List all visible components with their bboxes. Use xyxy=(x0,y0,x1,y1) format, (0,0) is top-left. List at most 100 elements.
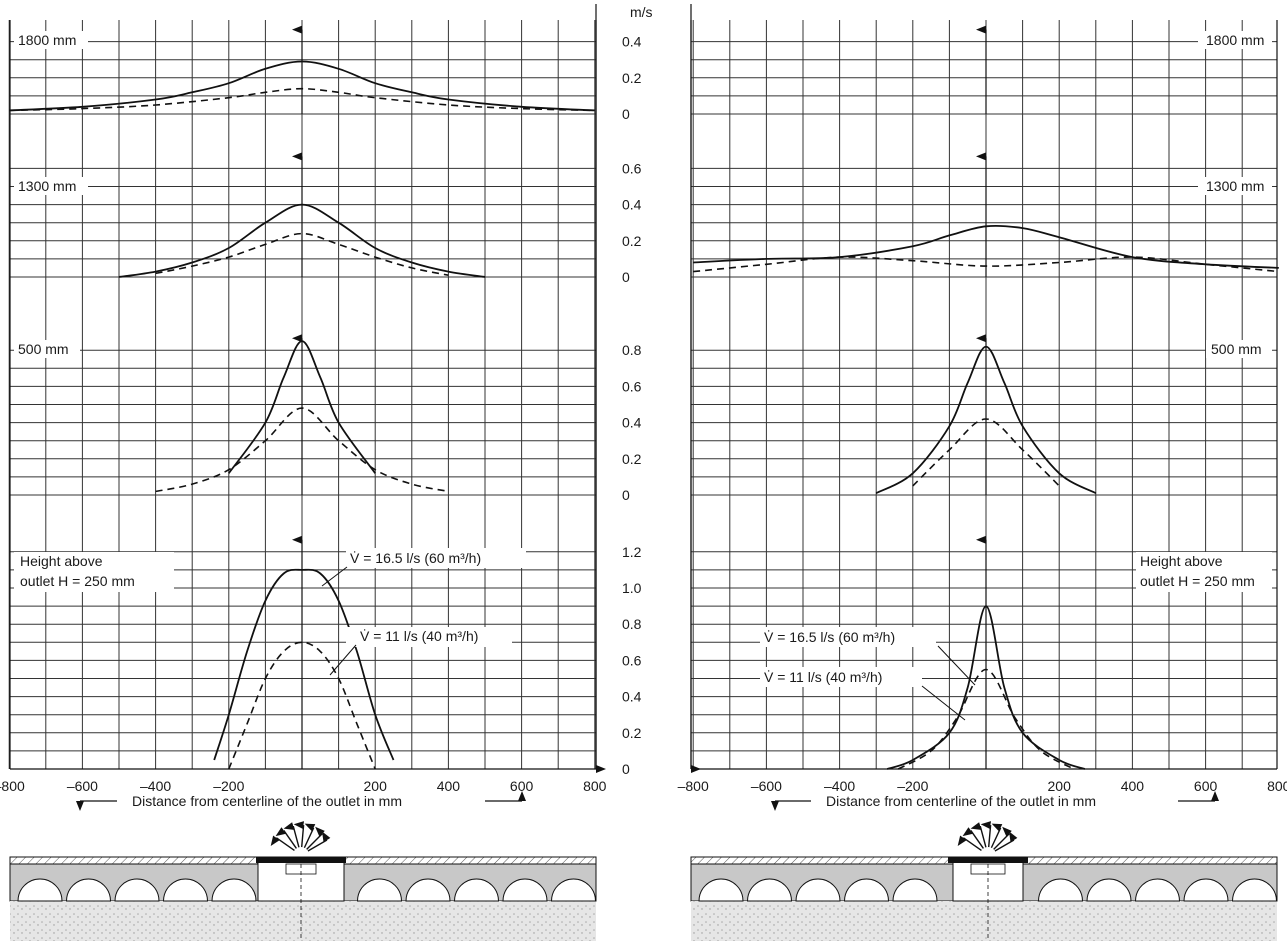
air-flow-arrow xyxy=(283,822,300,848)
air-flow-arrow xyxy=(993,826,1013,850)
floor-arch xyxy=(211,878,257,902)
floor-arch xyxy=(843,878,890,902)
leader-v11-left xyxy=(329,644,357,676)
y-tick-label: 0.6 xyxy=(622,378,642,394)
floor-arch xyxy=(502,878,548,902)
floor-arch xyxy=(65,878,112,902)
height-label-250-right-line1: Height above xyxy=(1140,553,1223,569)
floor-arch xyxy=(405,878,451,902)
height-label-250-right-line2: outlet H = 250 mm xyxy=(1140,573,1255,589)
y-tick-label: 0.4 xyxy=(622,197,642,213)
legend-v11-left: V̇ = 11 l/s (40 m³/h) xyxy=(360,628,478,644)
y-tick-label: 0.8 xyxy=(622,342,642,358)
height-label-1800-right: 1800 mm xyxy=(1206,32,1264,48)
air-flow-arrow xyxy=(293,821,305,848)
y-tick-label: 0.2 xyxy=(622,70,642,86)
y-tick-label: 1.0 xyxy=(622,580,642,596)
floor-arch xyxy=(1037,878,1084,902)
x-tick-label-left: –400 xyxy=(140,778,171,794)
y-tick-label: 0.2 xyxy=(622,233,642,249)
x-tick-label-left: –600 xyxy=(67,778,98,794)
air-flow-arrows-left xyxy=(270,821,331,852)
floor-arch xyxy=(453,878,500,902)
floor-arch xyxy=(1231,878,1278,902)
curve-left-500mm-v11 xyxy=(155,407,449,493)
y-tick-label: 0 xyxy=(622,761,630,777)
floor-arch xyxy=(746,878,793,902)
height-label-250-left-line2: outlet H = 250 mm xyxy=(20,573,135,589)
height-label-500-left: 500 mm xyxy=(18,341,69,357)
height-label-1300-left: 1300 mm xyxy=(18,178,76,194)
floor-arch xyxy=(1086,878,1132,902)
y-tick-label: 0 xyxy=(622,269,630,285)
y-tick-label: 0.2 xyxy=(622,451,642,467)
y-tick-label: 0 xyxy=(622,106,630,122)
air-flow-arrow xyxy=(980,821,992,848)
leader-v165-left xyxy=(321,566,348,587)
floor-section-left xyxy=(9,821,597,941)
height-label-250-left-line1: Height above xyxy=(20,553,103,569)
curve-right-1300mm-v11 xyxy=(693,256,1279,273)
air-flow-arrow xyxy=(306,826,326,850)
x-tick-label-right: –600 xyxy=(751,778,782,794)
floor-arch xyxy=(17,878,63,902)
y-tick-label: 0.6 xyxy=(622,652,642,668)
air-flow-arrow xyxy=(275,827,297,849)
x-tick-label-right: 200 xyxy=(1048,778,1072,794)
x-axis-title-right: Distance from centerline of the outlet i… xyxy=(826,793,1096,809)
air-flow-arrow xyxy=(970,822,987,848)
x-tick-label-left: –200 xyxy=(213,778,244,794)
air-flow-arrow xyxy=(270,835,295,851)
x-tick-label-right: 400 xyxy=(1121,778,1145,794)
curve-left-1800mm-v165 xyxy=(9,60,595,112)
curve-right-250mm-v165 xyxy=(886,605,1086,770)
curve-right-500mm-v11 xyxy=(912,418,1060,487)
x-tick-label-left: 800 xyxy=(583,778,607,794)
y-tick-label: 0.8 xyxy=(622,616,642,632)
curve-left-500mm-v165 xyxy=(228,340,376,474)
x-tick-label-right: –800 xyxy=(678,778,709,794)
legend-v11-right: V̇ = 11 l/s (40 m³/h) xyxy=(764,669,882,685)
x-tick-label-right: 800 xyxy=(1267,778,1287,794)
x-tick-label-left: 200 xyxy=(364,778,388,794)
floor-arch xyxy=(698,878,744,902)
floor-arch xyxy=(1183,878,1229,902)
legend-v165-right: V̇ = 16.5 l/s (60 m³/h) xyxy=(764,629,895,645)
air-flow-arrow xyxy=(962,827,984,849)
floor-arch xyxy=(356,878,403,902)
y-tick-label: 0.4 xyxy=(622,689,642,705)
curve-left-250mm-v165 xyxy=(213,568,395,761)
floor-arch xyxy=(892,878,938,902)
air-flow-arrow xyxy=(303,823,316,849)
air-flow-arrow xyxy=(994,831,1018,852)
leader-v11-right xyxy=(921,685,966,721)
legend-v165-left: V̇ = 16.5 l/s (60 m³/h) xyxy=(350,550,481,566)
x-tick-label-left: 400 xyxy=(437,778,461,794)
x-tick-label-right: 600 xyxy=(1194,778,1218,794)
y-tick-label: 0 xyxy=(622,487,630,503)
height-label-1800-left: 1800 mm xyxy=(18,32,76,48)
y-tick-label: 0.4 xyxy=(622,34,642,50)
x-tick-label-right: –200 xyxy=(897,778,928,794)
unit-label: m/s xyxy=(630,4,653,20)
curve-left-1300mm-v165 xyxy=(118,203,486,278)
air-flow-arrow xyxy=(957,835,982,851)
air-flow-arrow xyxy=(307,831,331,852)
height-label-1300-right: 1300 mm xyxy=(1206,178,1264,194)
floor-arch xyxy=(114,878,160,902)
x-tick-label-left: –800 xyxy=(0,778,25,794)
floor-arch xyxy=(162,878,209,902)
y-tick-label: 1.2 xyxy=(622,544,642,560)
height-label-500-right: 500 mm xyxy=(1211,341,1262,357)
air-flow-arrows-right xyxy=(957,821,1018,852)
y-tick-label: 0.4 xyxy=(622,415,642,431)
x-tick-label-right: –400 xyxy=(824,778,855,794)
x-axis-title-left: Distance from centerline of the outlet i… xyxy=(132,793,402,809)
leader-v165-right xyxy=(937,645,976,686)
curve-right-500mm-v165 xyxy=(875,345,1097,495)
floor-section-right xyxy=(690,821,1278,941)
curve-left-1300mm-v11 xyxy=(155,232,449,276)
floor-arch xyxy=(550,878,597,902)
curve-left-1800mm-v11 xyxy=(9,87,595,112)
